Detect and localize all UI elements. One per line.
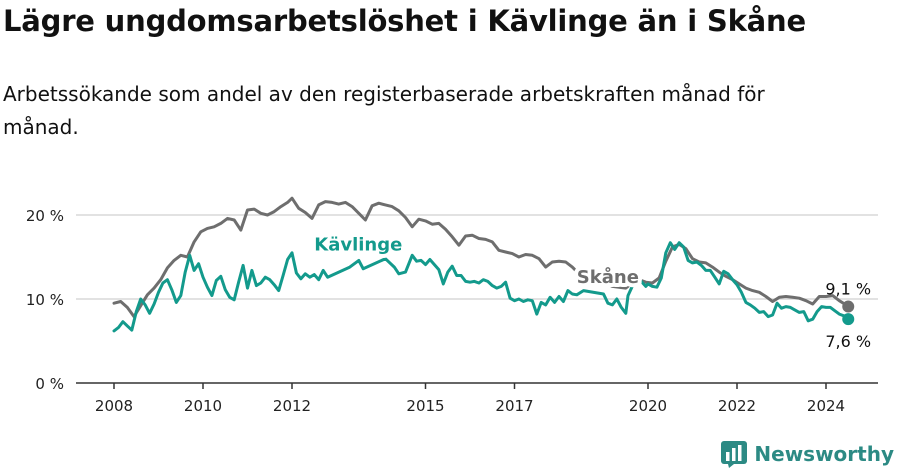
x-tick-label: 2008 [95, 397, 133, 415]
x-tick-label: 2015 [406, 397, 444, 415]
chart-subtitle: Arbetssökande som andel av den registerb… [3, 82, 765, 139]
series-end-dot [842, 313, 855, 326]
series-label: Kävlinge [314, 234, 402, 255]
y-tick-label: 20 % [26, 207, 64, 225]
y-tick-label: 0 % [35, 375, 64, 393]
brand-name: Newsworthy [754, 442, 894, 466]
series-end-dot [842, 300, 855, 313]
series-lines [112, 196, 850, 333]
bar-chart-logo-icon [721, 441, 748, 468]
newsworthy-brand[interactable]: Newsworthy [720, 440, 894, 468]
chart-title: Lägre ungdomsarbetslöshet i Kävlinge än … [3, 4, 806, 38]
series-label-halo: Skåne [577, 266, 639, 288]
x-tick-label: 2010 [184, 397, 222, 415]
series-label-halo: Kävlinge [314, 234, 402, 255]
x-axis: 2008 2010 2012 2015 2017 2020 2022 2024 [76, 382, 878, 415]
x-tick-label: 2022 [718, 397, 756, 415]
x-tick-label: 2012 [273, 397, 311, 415]
series-end-value: 7,6 % [825, 332, 871, 351]
x-tick-label: 2020 [629, 397, 667, 415]
series-line-skane [112, 196, 850, 319]
series-label: Skåne [577, 266, 639, 288]
y-tick-label: 10 % [26, 291, 64, 309]
series-end-value: 9,1 % [825, 280, 871, 299]
x-tick-label: 2017 [495, 397, 533, 415]
series-line-kavlinge [112, 241, 850, 333]
x-tick-label: 2024 [807, 397, 845, 415]
